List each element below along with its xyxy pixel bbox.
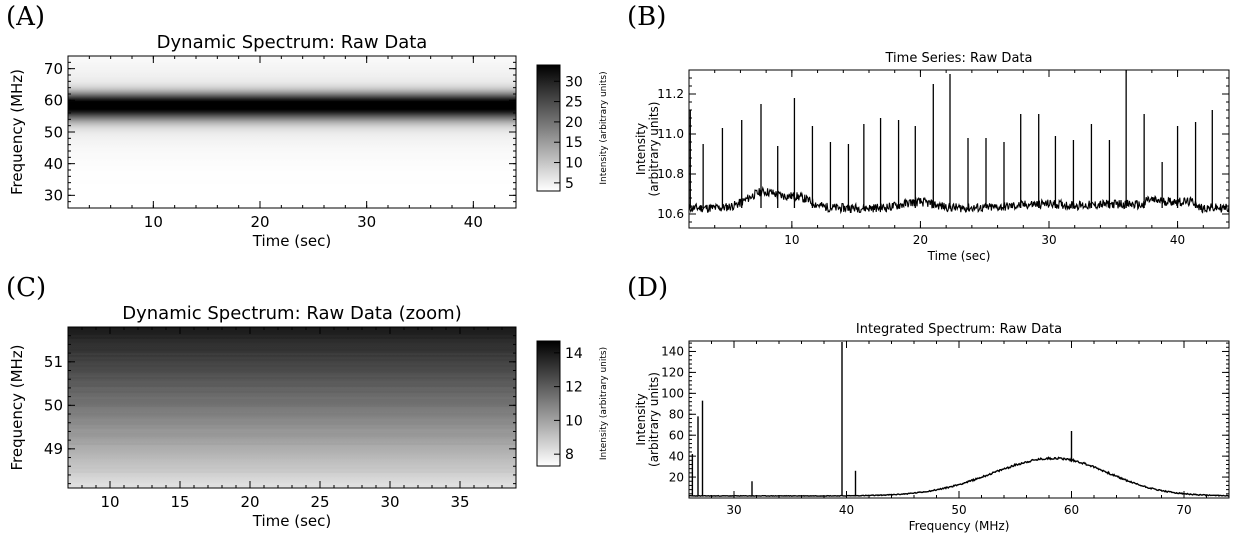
x-axis-label-B: Time (sec) [927,249,991,263]
colorbar-tick-label-A: 20 [565,115,583,131]
chart-title-A: Dynamic Spectrum: Raw Data [157,32,428,53]
y-axis-label-line: Intensity [634,123,648,175]
y-tick-label-D: 140 [661,345,684,359]
heatmap-image-A [68,56,516,208]
y-tick-label-A: 30 [44,187,63,205]
colorbar-tick-label-A: 30 [565,74,583,90]
x-tick-label-A: 20 [250,213,269,231]
y-axis-label-line: (arbitrary units) [647,102,661,197]
y-tick-label-A: 40 [44,155,63,173]
y-tick-label-A: 60 [44,92,63,110]
y-axis-label-D: Intensity(arbitrary units) [634,372,661,467]
colorbar-A [536,64,561,192]
y-tick-label-D: 40 [669,449,684,463]
x-tick-label-C: 15 [170,493,189,511]
x-tick-label-D: 50 [951,503,966,517]
series-line-B [688,185,1230,215]
y-tick-label-A: 70 [44,60,63,78]
x-tick-label-C: 20 [240,493,259,511]
x-tick-label-B: 20 [913,233,928,247]
y-axis-label-A: Frequency (MHz) [8,69,26,195]
x-tick-label-A: 30 [357,213,376,231]
chart-title-C: Dynamic Spectrum: Raw Data (zoom) [122,303,461,324]
x-tick-label-A: 40 [464,213,483,231]
y-axis-label-C: Frequency (MHz) [8,344,26,470]
x-tick-label-A: 10 [144,213,163,231]
y-axis-label-line: (arbitrary units) [647,372,661,467]
y-tick-label-B: 10.6 [657,207,684,221]
x-tick-label-C: 10 [100,493,119,511]
colorbar-tick-label-C: 8 [565,447,574,463]
colorbar-tick-label-A: 10 [565,156,583,172]
plot-frame-B [688,69,1230,229]
colorbar-tick-label-C: 10 [565,413,583,429]
y-tick-label-D: 20 [669,470,684,484]
colorbar-tick-label-C: 14 [565,346,583,362]
y-tick-label-C: 50 [44,397,63,415]
chart-title-D: Integrated Spectrum: Raw Data [856,322,1062,337]
x-tick-label-C: 25 [310,493,329,511]
colorbar-label-A: Intensity (arbitrary units) [599,71,609,184]
x-axis-label-A: Time (sec) [252,232,331,250]
y-tick-label-C: 51 [44,353,63,371]
heatmap-image-C [68,327,516,488]
x-tick-label-D: 60 [1064,503,1079,517]
colorbar-tick-label-A: 25 [565,95,583,111]
y-tick-label-B: 10.8 [657,167,684,181]
chart-title-B: Time Series: Raw Data [885,51,1033,66]
y-axis-label-line: Intensity [634,393,648,445]
x-tick-label-B: 30 [1041,233,1056,247]
x-tick-label-D: 40 [839,503,854,517]
colorbar-C [536,340,561,467]
x-tick-label-D: 70 [1176,503,1191,517]
plot-frame-D [688,340,1230,499]
y-tick-label-C: 49 [44,440,63,458]
series-line-D [688,456,1230,497]
x-tick-label-B: 10 [784,233,799,247]
x-axis-label-C: Time (sec) [252,512,331,530]
panel-label-c: (C) [6,273,47,303]
colorbar-tick-label-A: 15 [565,135,583,151]
y-tick-label-D: 100 [661,387,684,401]
y-tick-label-D: 120 [661,366,684,380]
x-tick-label-C: 35 [450,493,469,511]
panel-label-a: (A) [6,2,46,32]
y-tick-label-B: 11.2 [657,87,684,101]
x-tick-label-C: 30 [380,493,399,511]
x-tick-label-D: 30 [726,503,741,517]
colorbar-label-C: Intensity (arbitrary units) [599,347,609,460]
y-tick-label-D: 80 [669,407,684,421]
y-tick-label-B: 11.0 [657,127,684,141]
colorbar-tick-label-C: 12 [565,380,583,396]
x-tick-label-B: 40 [1170,233,1185,247]
x-axis-label-D: Frequency (MHz) [909,519,1010,533]
panel-label-d: (D) [627,273,669,303]
y-tick-label-A: 50 [44,123,63,141]
colorbar-tick-label-A: 5 [565,176,574,192]
panel-label-b: (B) [627,2,667,32]
y-axis-label-B: Intensity(arbitrary units) [634,102,661,197]
y-tick-label-D: 60 [669,428,684,442]
